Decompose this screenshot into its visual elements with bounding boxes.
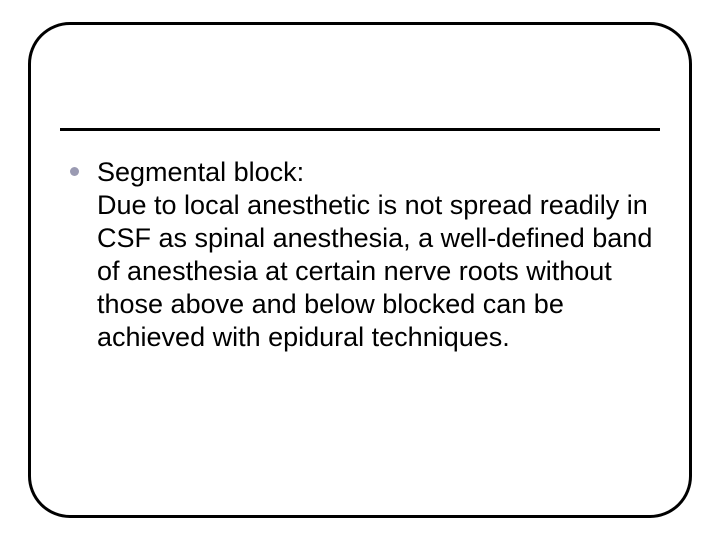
bullet-item: Segmental block:Due to local anesthetic …	[70, 156, 660, 354]
content-area: Segmental block:Due to local anesthetic …	[70, 156, 660, 354]
bullet-icon	[70, 167, 79, 176]
body-text: Segmental block:Due to local anesthetic …	[97, 156, 660, 354]
slide: Segmental block:Due to local anesthetic …	[0, 0, 720, 540]
divider-line	[60, 128, 660, 131]
